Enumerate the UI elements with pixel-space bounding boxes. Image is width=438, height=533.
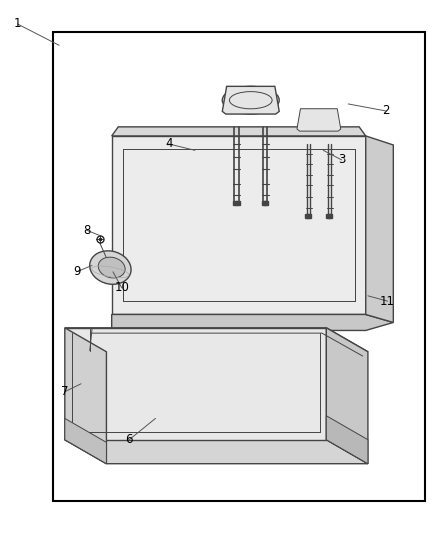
- Text: 3: 3: [338, 154, 345, 166]
- Bar: [53, 32, 425, 501]
- Text: 4: 4: [165, 138, 173, 150]
- Polygon shape: [366, 136, 393, 322]
- Polygon shape: [65, 418, 106, 464]
- Text: 6: 6: [125, 433, 133, 446]
- Text: 1: 1: [14, 18, 21, 30]
- Polygon shape: [65, 328, 326, 440]
- Polygon shape: [112, 136, 366, 314]
- Polygon shape: [223, 86, 279, 114]
- Text: 11: 11: [380, 295, 395, 308]
- Ellipse shape: [98, 257, 125, 278]
- Polygon shape: [326, 416, 368, 464]
- Polygon shape: [297, 109, 341, 131]
- Ellipse shape: [222, 86, 279, 114]
- Polygon shape: [112, 127, 366, 136]
- Polygon shape: [65, 328, 106, 464]
- Polygon shape: [326, 328, 368, 464]
- Text: 8: 8: [83, 224, 90, 237]
- Text: 2: 2: [381, 104, 389, 117]
- Polygon shape: [112, 314, 393, 330]
- Polygon shape: [65, 440, 368, 464]
- Text: 9: 9: [73, 265, 81, 278]
- Polygon shape: [65, 328, 368, 352]
- Ellipse shape: [90, 251, 131, 284]
- Text: 10: 10: [114, 281, 129, 294]
- Text: 7: 7: [61, 385, 69, 398]
